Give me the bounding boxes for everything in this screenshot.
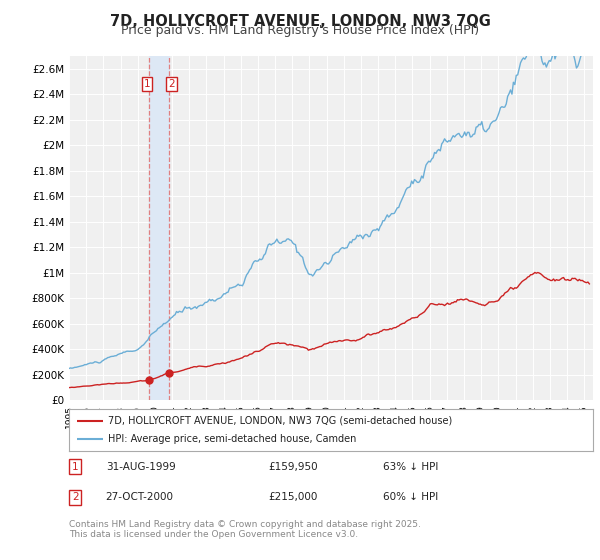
Text: 60% ↓ HPI: 60% ↓ HPI xyxy=(383,492,439,502)
Text: 2: 2 xyxy=(168,79,175,89)
Text: 7D, HOLLYCROFT AVENUE, LONDON, NW3 7QG (semi-detached house): 7D, HOLLYCROFT AVENUE, LONDON, NW3 7QG (… xyxy=(108,416,452,426)
Text: 7D, HOLLYCROFT AVENUE, LONDON, NW3 7QG: 7D, HOLLYCROFT AVENUE, LONDON, NW3 7QG xyxy=(110,14,490,29)
Text: HPI: Average price, semi-detached house, Camden: HPI: Average price, semi-detached house,… xyxy=(108,434,356,444)
Text: 27-OCT-2000: 27-OCT-2000 xyxy=(106,492,173,502)
Text: 1: 1 xyxy=(144,79,151,89)
Text: 63% ↓ HPI: 63% ↓ HPI xyxy=(383,461,439,472)
Text: £159,950: £159,950 xyxy=(268,461,317,472)
Bar xyxy=(149,56,169,400)
Text: £215,000: £215,000 xyxy=(268,492,317,502)
Text: 1: 1 xyxy=(72,461,79,472)
Text: Price paid vs. HM Land Registry's House Price Index (HPI): Price paid vs. HM Land Registry's House … xyxy=(121,24,479,37)
Text: 2: 2 xyxy=(72,492,79,502)
Text: 31-AUG-1999: 31-AUG-1999 xyxy=(106,461,175,472)
Text: Contains HM Land Registry data © Crown copyright and database right 2025.
This d: Contains HM Land Registry data © Crown c… xyxy=(69,520,421,539)
